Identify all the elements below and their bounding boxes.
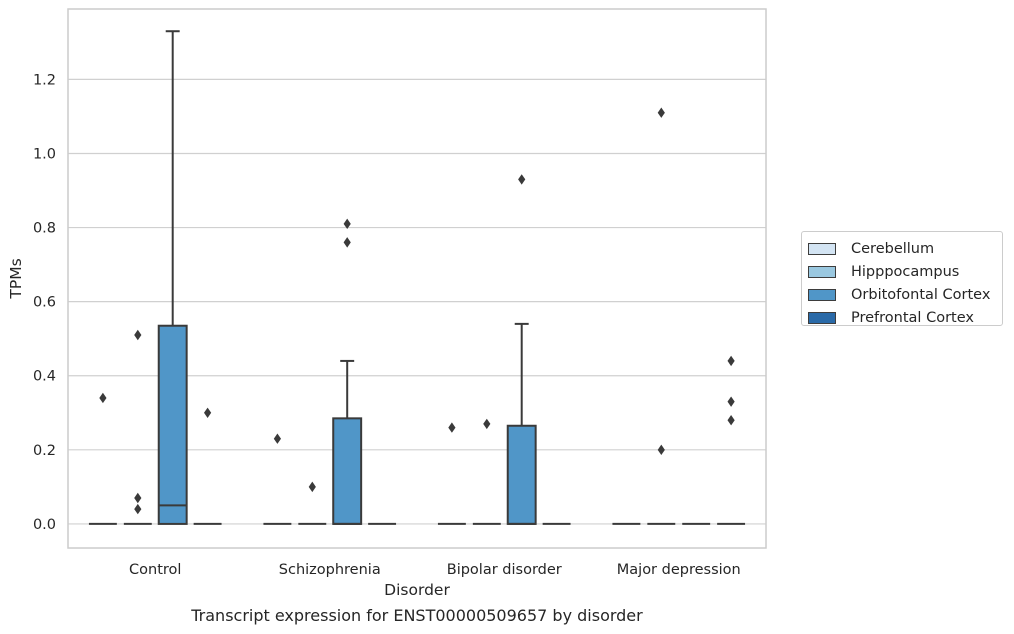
legend-item-orbitofrontal: Orbitofontal Cortex bbox=[808, 283, 1002, 306]
legend-swatch-prefrontal bbox=[808, 311, 836, 324]
y-tick-label: 0.0 bbox=[33, 517, 56, 533]
outlier-point bbox=[657, 107, 665, 118]
box bbox=[332, 417, 363, 525]
outlier-point bbox=[204, 407, 212, 418]
outlier-point bbox=[448, 422, 456, 433]
outlier-point bbox=[308, 481, 316, 493]
figure-caption: Transcript expression for ENST0000050965… bbox=[191, 606, 643, 625]
y-tick-label: 0.4 bbox=[33, 369, 56, 385]
legend: Cerebellum Hipppocampus Orbitofontal Cor… bbox=[801, 231, 1003, 326]
y-tick-label: 0.8 bbox=[33, 221, 56, 237]
outlier-point bbox=[483, 418, 491, 430]
outlier-point bbox=[99, 392, 107, 404]
outlier-point bbox=[518, 174, 526, 185]
outlier-point bbox=[343, 237, 351, 248]
legend-label-orbitofrontal: Orbitofontal Cortex bbox=[851, 286, 991, 303]
x-tick-label: Major depression bbox=[617, 562, 741, 578]
x-tick-label: Schizophrenia bbox=[279, 562, 381, 578]
legend-label-prefrontal: Prefrontal Cortex bbox=[851, 309, 974, 326]
outlier-point bbox=[727, 355, 735, 367]
outlier-point bbox=[134, 503, 142, 515]
y-axis-label: TPMs bbox=[7, 258, 25, 299]
legend-item-hippocampus: Hipppocampus bbox=[808, 260, 1002, 283]
outlier-point bbox=[343, 218, 351, 230]
y-tick-label: 1.0 bbox=[33, 146, 56, 162]
outlier-point bbox=[134, 329, 142, 341]
legend-swatch-hippocampus bbox=[808, 265, 836, 278]
legend-label-hippocampus: Hipppocampus bbox=[851, 263, 960, 280]
legend-item-prefrontal: Prefrontal Cortex bbox=[808, 306, 1002, 329]
box bbox=[506, 424, 537, 525]
outlier-point bbox=[727, 396, 735, 407]
y-tick-label: 0.2 bbox=[33, 443, 56, 459]
y-tick-label: 0.6 bbox=[33, 295, 56, 311]
box bbox=[157, 324, 188, 525]
outlier-point bbox=[727, 414, 735, 426]
x-tick-label: Control bbox=[129, 562, 181, 578]
x-tick-label: Bipolar disorder bbox=[447, 562, 562, 578]
outlier-point bbox=[273, 433, 281, 444]
x-axis-label: Disorder bbox=[384, 581, 450, 599]
outlier-point bbox=[657, 444, 665, 456]
legend-label-cerebellum: Cerebellum bbox=[851, 240, 935, 257]
y-tick-label: 1.2 bbox=[33, 72, 56, 88]
legend-swatch-orbitofrontal bbox=[808, 288, 836, 301]
legend-item-cerebellum: Cerebellum bbox=[808, 237, 1002, 260]
legend-swatch-cerebellum bbox=[808, 242, 836, 255]
outlier-point bbox=[134, 492, 142, 504]
plot-frame bbox=[67, 8, 767, 549]
